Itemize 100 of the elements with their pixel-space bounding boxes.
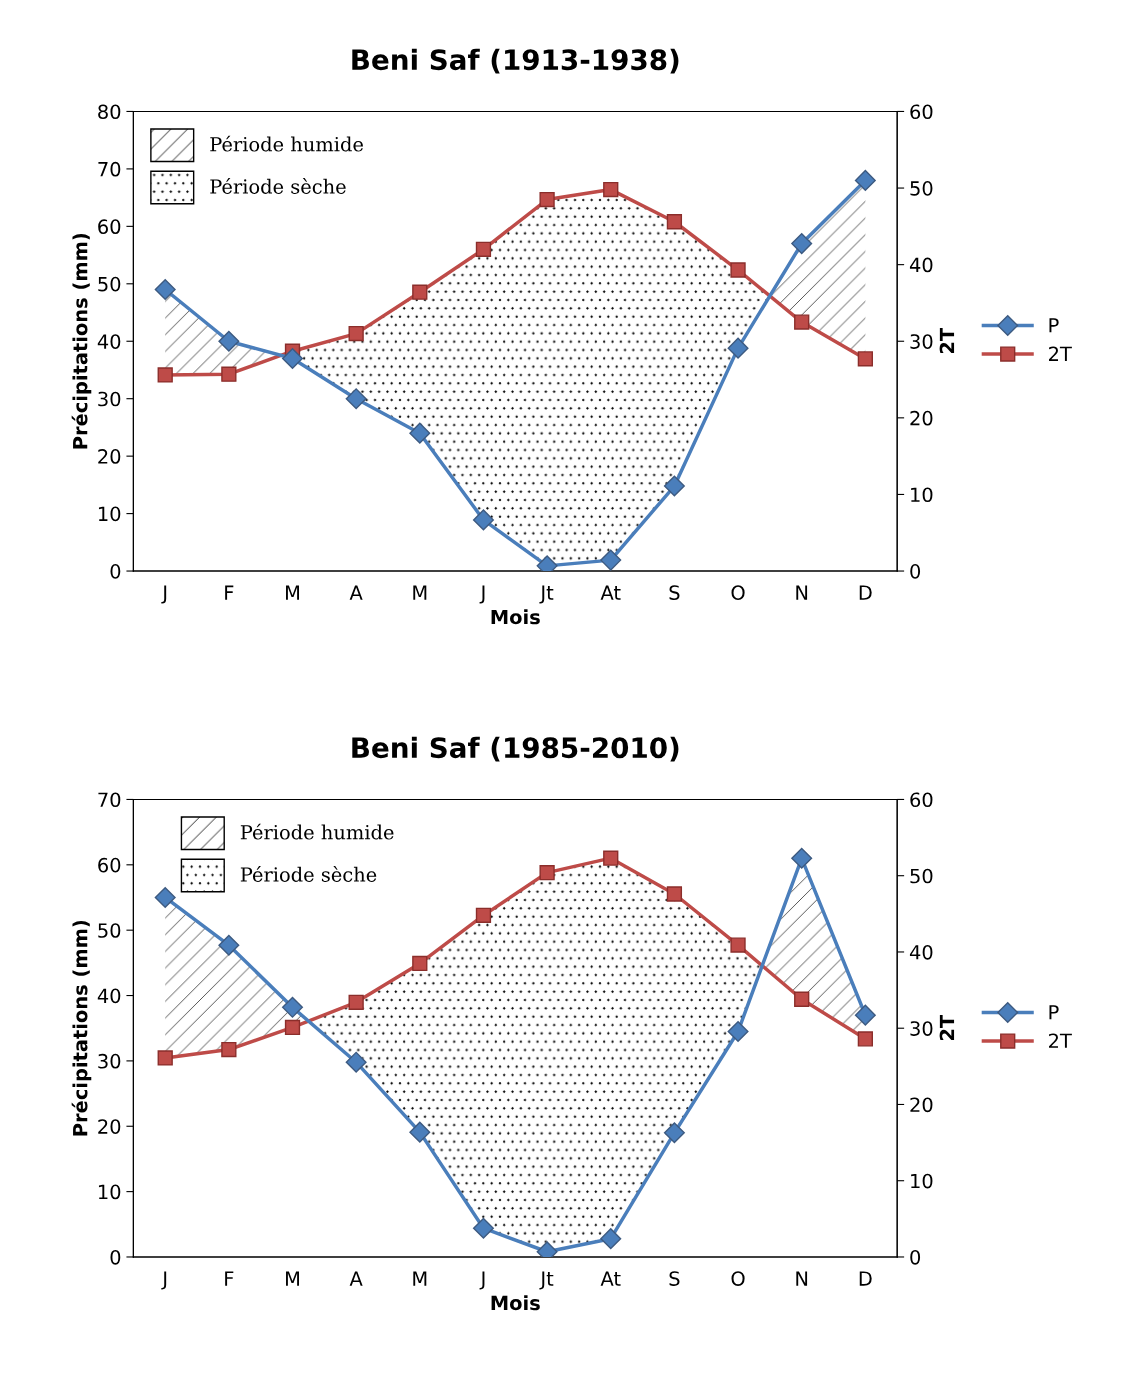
y-tick-label: 50 [98, 276, 121, 292]
point [854, 169, 876, 191]
point [345, 1051, 367, 1073]
y-tick-label: 60 [98, 857, 121, 873]
x-tick-label: N [796, 1271, 808, 1286]
y-tick-label: 20 [98, 449, 121, 464]
point [412, 284, 428, 300]
annotation: Période humide [210, 135, 363, 152]
point [412, 955, 428, 972]
y-tick-label: 0 [110, 564, 121, 579]
point [281, 347, 304, 369]
point [730, 937, 746, 953]
y2-tick-label: 30 [910, 334, 933, 349]
x-tick-label: J [161, 585, 167, 604]
point [794, 314, 810, 330]
y2-tick-label: 40 [909, 944, 933, 960]
legend-label: P [1049, 318, 1059, 333]
y2-tick-label: 0 [910, 1249, 921, 1265]
x-tick-label: S [669, 1271, 680, 1286]
point [348, 994, 364, 1010]
legend-label: P [1049, 1005, 1059, 1020]
y2-axis-title: 2T [939, 327, 955, 354]
point [157, 1050, 173, 1066]
y2-tick-label: 50 [910, 868, 933, 884]
point [348, 325, 364, 342]
annotation: Période humide [240, 823, 394, 840]
point [475, 241, 492, 257]
y2-tick-label: 10 [911, 1173, 933, 1189]
x-axis-title: Mois [491, 1295, 540, 1311]
point [727, 337, 749, 359]
legend-label: 2T [1049, 1033, 1072, 1048]
point [472, 509, 494, 531]
x-tick-label: A [349, 1271, 363, 1286]
y2-tick-label: 60 [910, 104, 933, 120]
x-tick-label: F [225, 585, 234, 600]
y-tick-label: 10 [98, 506, 121, 522]
y-tick-label: 0 [110, 1249, 121, 1265]
y-tick-label: 70 [98, 161, 121, 177]
annotation: Période sèche [240, 866, 377, 882]
y-tick-label: 40 [97, 988, 121, 1004]
x-tick-label: A [349, 585, 363, 600]
point [600, 1228, 622, 1250]
point [663, 475, 685, 497]
x-tick-label: Jt [539, 585, 554, 604]
x-tick-label: At [600, 585, 621, 600]
x-tick-label: O [731, 1271, 745, 1286]
point [663, 1122, 685, 1144]
y-axis-title: Précipitations (mm) [71, 920, 92, 1136]
y-tick-label: 10 [98, 1184, 121, 1200]
x-tick-label: M [286, 585, 299, 600]
point [794, 991, 810, 1007]
point [603, 850, 619, 866]
y2-tick-label: 20 [910, 1097, 933, 1113]
point [791, 847, 813, 869]
point [157, 367, 173, 383]
point [345, 388, 367, 410]
point [727, 1020, 749, 1042]
point [539, 191, 555, 208]
x-tick-label: At [600, 1271, 621, 1286]
point [409, 422, 431, 444]
x-tick-label: D [859, 585, 872, 600]
y-tick-label: 80 [98, 104, 121, 120]
y-axis-title: Précipitations (mm) [71, 233, 92, 449]
point [281, 996, 304, 1018]
point [154, 279, 176, 301]
y2-tick-label: 50 [910, 181, 933, 196]
point [539, 865, 555, 881]
point [154, 886, 176, 909]
x-tick-label: D [859, 1271, 872, 1286]
point [600, 549, 622, 571]
x-tick-label: F [225, 1271, 234, 1286]
point [221, 1041, 237, 1058]
x-tick-label: M [413, 1271, 427, 1286]
x-tick-label: M [286, 1271, 299, 1286]
point [284, 1019, 301, 1036]
y-tick-label: 50 [98, 923, 121, 938]
y-tick-label: 60 [98, 219, 121, 235]
point [218, 330, 240, 352]
point [218, 934, 240, 956]
chart-title: Beni Saf (1985-2010) [352, 736, 679, 762]
x-tick-label: N [796, 585, 808, 600]
y-tick-label: 30 [98, 1053, 121, 1069]
point [409, 1121, 431, 1143]
x-tick-label: J [479, 585, 485, 604]
point [603, 181, 619, 198]
y-tick-label: 20 [98, 1119, 121, 1134]
y2-tick-label: 30 [910, 1021, 933, 1036]
point [472, 1217, 494, 1239]
point [730, 262, 746, 278]
point [857, 351, 873, 367]
point [475, 907, 492, 924]
point [791, 233, 813, 255]
x-tick-label: J [479, 1271, 485, 1290]
point [666, 886, 683, 902]
x-tick-label: M [413, 585, 427, 600]
x-tick-label: S [669, 585, 680, 600]
x-tick-label: Jt [539, 1271, 554, 1290]
point [854, 1004, 876, 1026]
chart-title: Beni Saf (1913-1938) [352, 48, 679, 74]
y2-tick-label: 10 [911, 487, 933, 503]
